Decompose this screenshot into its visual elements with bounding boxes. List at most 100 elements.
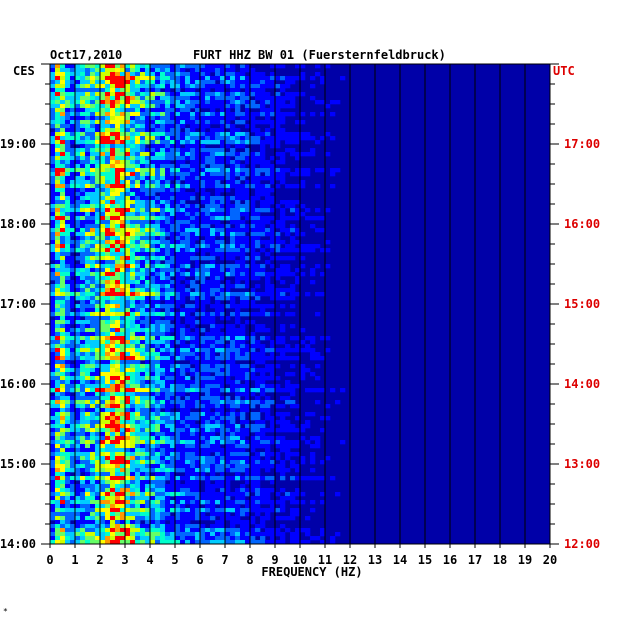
heatmap-cell: [65, 432, 71, 437]
heatmap-cell: [140, 88, 146, 93]
heatmap-cell: [185, 248, 191, 253]
heatmap-cell: [215, 288, 221, 293]
heatmap-cell: [250, 500, 256, 505]
heatmap-cell: [120, 372, 126, 377]
heatmap-cell: [155, 64, 161, 69]
heatmap-cell: [195, 484, 201, 489]
heatmap-cell: [145, 480, 151, 485]
heatmap-cell: [100, 456, 106, 461]
heatmap-cell: [75, 172, 81, 177]
heatmap-cell: [180, 260, 186, 265]
heatmap-cell: [180, 344, 186, 349]
heatmap-cell: [215, 64, 221, 69]
heatmap-cell: [200, 344, 206, 349]
heatmap-cell: [290, 324, 296, 329]
heatmap-cell: [100, 208, 106, 213]
heatmap-cell: [50, 236, 56, 241]
heatmap-cell: [240, 220, 246, 225]
heatmap-cell: [240, 184, 246, 189]
heatmap-cell: [50, 372, 56, 377]
heatmap-cell: [135, 188, 141, 193]
heatmap-cell: [55, 396, 61, 401]
heatmap-cell: [135, 272, 141, 277]
heatmap-cell: [155, 472, 161, 477]
heatmap-cell: [150, 460, 156, 465]
heatmap-cell: [160, 120, 166, 125]
heatmap-cell: [245, 384, 251, 389]
heatmap-cell: [215, 404, 221, 409]
heatmap-cell: [295, 76, 301, 81]
heatmap-cell: [150, 140, 156, 145]
heatmap-cell: [200, 104, 206, 109]
heatmap-cell: [140, 472, 146, 477]
heatmap-cell: [255, 328, 261, 333]
heatmap-cell: [205, 504, 211, 509]
heatmap-cell: [135, 120, 141, 125]
heatmap-cell: [135, 180, 141, 185]
heatmap-cell: [275, 272, 281, 277]
heatmap-cell: [85, 388, 91, 393]
heatmap-cell: [235, 280, 241, 285]
heatmap-cell: [75, 412, 81, 417]
heatmap-cell: [80, 400, 86, 405]
heatmap-cell: [100, 292, 106, 297]
heatmap-cell: [150, 480, 156, 485]
heatmap-cell: [280, 348, 286, 353]
heatmap-cell: [60, 144, 66, 149]
heatmap-cell: [75, 440, 81, 445]
heatmap-cell: [135, 96, 141, 101]
heatmap-cell: [135, 312, 141, 317]
heatmap-cell: [300, 152, 306, 157]
heatmap-cell: [105, 324, 111, 329]
heatmap-cell: [270, 348, 276, 353]
heatmap-cell: [105, 380, 111, 385]
heatmap-cell: [285, 452, 291, 457]
heatmap-cell: [265, 428, 271, 433]
heatmap-cell: [270, 476, 276, 481]
heatmap-cell: [255, 256, 261, 261]
heatmap-cell: [265, 292, 271, 297]
heatmap-cell: [225, 436, 231, 441]
heatmap-cell: [190, 168, 196, 173]
heatmap-cell: [275, 292, 281, 297]
heatmap-cell: [245, 84, 251, 89]
heatmap-cell: [195, 180, 201, 185]
heatmap-cell: [95, 320, 101, 325]
heatmap-cell: [60, 476, 66, 481]
heatmap-cell: [270, 372, 276, 377]
heatmap-cell: [100, 224, 106, 229]
heatmap-cell: [250, 428, 256, 433]
heatmap-cell: [180, 212, 186, 217]
heatmap-cell: [145, 456, 151, 461]
heatmap-cell: [210, 448, 216, 453]
heatmap-cell: [155, 152, 161, 157]
heatmap-cell: [140, 376, 146, 381]
heatmap-cell: [105, 440, 111, 445]
heatmap-cell: [105, 432, 111, 437]
heatmap-cell: [180, 460, 186, 465]
heatmap-cell: [60, 488, 66, 493]
heatmap-cell: [95, 144, 101, 149]
heatmap-cell: [95, 72, 101, 77]
heatmap-cell: [180, 488, 186, 493]
heatmap-cell: [200, 88, 206, 93]
heatmap-cell: [90, 384, 96, 389]
heatmap-cell: [65, 496, 71, 501]
heatmap-cell: [115, 488, 121, 493]
heatmap-cell: [75, 500, 81, 505]
heatmap-cell: [110, 140, 116, 145]
heatmap-cell: [285, 200, 291, 205]
heatmap-cell: [60, 412, 66, 417]
heatmap-cell: [70, 380, 76, 385]
heatmap-cell: [280, 200, 286, 205]
heatmap-cell: [95, 216, 101, 221]
heatmap-cell: [150, 432, 156, 437]
heatmap-cell: [225, 184, 231, 189]
heatmap-cell: [190, 124, 196, 129]
heatmap-cell: [115, 140, 121, 145]
heatmap-cell: [165, 132, 171, 137]
heatmap-cell: [170, 152, 176, 157]
heatmap-cell: [80, 376, 86, 381]
heatmap-cell: [120, 424, 126, 429]
heatmap-cell: [100, 376, 106, 381]
